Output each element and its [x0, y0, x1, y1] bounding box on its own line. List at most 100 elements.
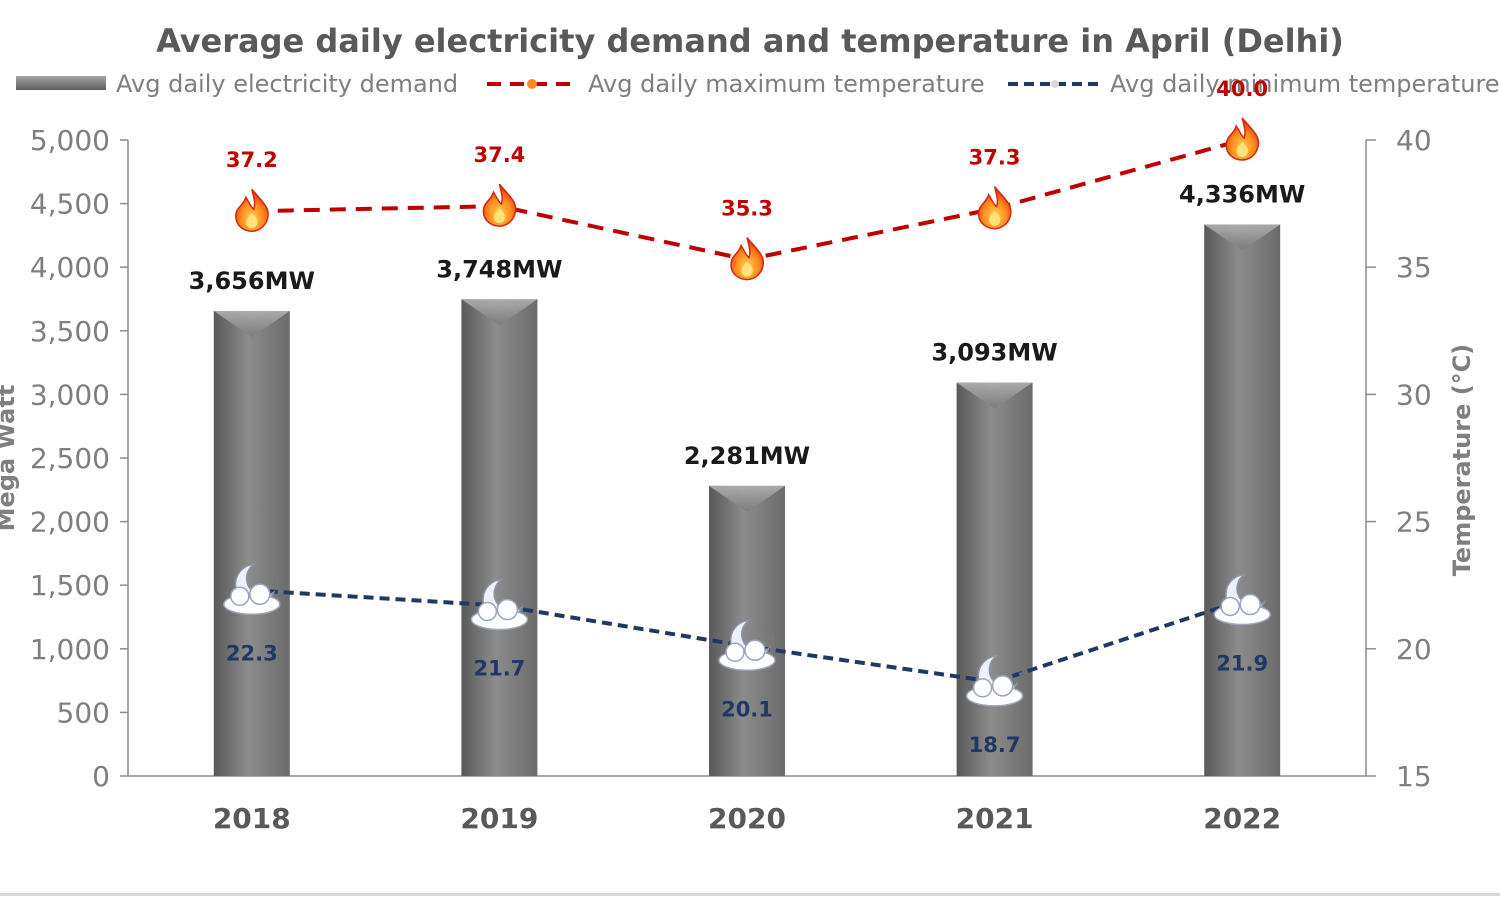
max-temp-label: 40.0: [1216, 77, 1268, 101]
min-temp-label: 22.3: [226, 641, 278, 665]
bar: [709, 485, 785, 776]
bar-value-label: 4,336MW: [1179, 180, 1305, 208]
moon-cloud-icon: [1213, 573, 1271, 626]
moon-cloud-icon: [223, 563, 281, 616]
bar-value-label: 3,656MW: [189, 267, 315, 295]
bar-body: [956, 382, 1033, 776]
fire-flame: [1225, 117, 1260, 161]
bottom-divider: [0, 893, 1500, 896]
bar-value-label: 2,281MW: [684, 442, 810, 470]
x-tick-label: 2022: [1203, 802, 1281, 835]
left-tick-label: 1,000: [30, 633, 110, 666]
legend-item-demand: Avg daily electricity demand: [16, 70, 458, 98]
cloud-puff-left: [725, 642, 745, 663]
cloud-puff-right: [249, 583, 271, 606]
left-tick-label: 5,000: [30, 124, 110, 157]
right-tick-label: 40: [1396, 124, 1432, 157]
min-temp-series: [223, 563, 1271, 707]
fire-icon: [977, 186, 1012, 230]
star-dot: [523, 596, 527, 600]
moon-cloud-icon: [470, 578, 529, 631]
cloud-puff-right: [496, 598, 519, 621]
bar: [213, 310, 290, 776]
left-tick-label: 4,500: [30, 188, 110, 221]
cloud-puff-left: [972, 678, 993, 698]
max-temp-label: 37.3: [969, 146, 1021, 170]
left-tick-label: 3,000: [30, 378, 110, 411]
bar-body: [213, 310, 290, 776]
min-temp-label: 21.9: [1216, 651, 1268, 675]
min-temp-label: 18.7: [969, 733, 1021, 757]
max-temp-label: 37.2: [226, 148, 278, 172]
star-dot: [269, 570, 274, 575]
moon-cloud-icon: [965, 654, 1024, 707]
right-tick-label: 30: [1396, 378, 1432, 411]
legend-item-max-temp: Avg daily maximum temperature: [487, 70, 985, 98]
bar-cap: [709, 485, 785, 512]
star-dot: [1012, 661, 1017, 666]
fire-icon: [730, 237, 765, 281]
fire-core: [741, 261, 753, 277]
left-tick-label: 3,500: [30, 315, 110, 348]
left-tick-label: 2,500: [30, 442, 110, 475]
bar-value-label: 3,748MW: [436, 255, 562, 283]
max-temp-label: 35.3: [721, 197, 773, 221]
legend-label-max-temp: Avg daily maximum temperature: [588, 70, 985, 98]
fire-core: [493, 208, 506, 224]
right-tick-label: 15: [1396, 760, 1432, 793]
fire-core: [988, 210, 1001, 226]
right-tick-label: 35: [1396, 251, 1432, 284]
fire-icon: [235, 188, 269, 232]
data-labels: 3,656MW 3,748MW 2,281MW 3,093MW 4,336MW 37.2 3…: [189, 77, 1306, 757]
left-tick-label: 1,500: [30, 569, 110, 602]
bar-cap: [956, 382, 1033, 409]
right-tick-label: 25: [1396, 506, 1432, 539]
max-temp-label: 37.4: [473, 143, 525, 167]
max-temp-series: [235, 117, 1260, 281]
fire-icon: [527, 79, 537, 89]
bar: [461, 299, 538, 776]
fire-core: [1236, 142, 1248, 157]
left-tick-label: 2,000: [30, 506, 110, 539]
legend: Avg daily electricity demand Avg daily m…: [16, 70, 1500, 98]
star-dot: [1019, 672, 1023, 676]
chart-title: Average daily electricity demand and tem…: [156, 22, 1344, 60]
right-tick-label: 20: [1396, 633, 1432, 666]
legend-item-min-temp: Avg daily minimum temperature: [1008, 70, 1500, 98]
bar-series: [213, 224, 1281, 776]
star-dot: [1266, 590, 1270, 594]
legend-label-min-temp: Avg daily minimum temperature: [1110, 70, 1500, 98]
fire-icon: [482, 183, 517, 227]
legend-swatch-bar: [16, 76, 106, 90]
x-axis-ticks: 2018 2019 2020 2021 2022: [213, 802, 1281, 835]
right-axis-title: Temperature (°C): [1448, 344, 1476, 577]
bar-cap: [213, 310, 290, 337]
cloud-puff-left: [1220, 596, 1240, 617]
cloud-puff-right: [1239, 593, 1261, 616]
fire-core: [246, 213, 258, 229]
x-tick-label: 2019: [460, 802, 538, 835]
moon-cloud-icon: [1051, 80, 1059, 88]
bar-body: [1204, 224, 1281, 776]
min-temp-label: 20.1: [721, 697, 773, 721]
bar: [1204, 224, 1281, 776]
fire-flame: [730, 237, 765, 281]
left-tick-label: 500: [57, 696, 110, 729]
star-dot: [1260, 580, 1265, 585]
bar-cap: [461, 299, 538, 326]
x-tick-label: 2018: [213, 802, 291, 835]
star-dot: [517, 585, 522, 590]
star-dot: [276, 580, 280, 584]
bar-body: [709, 485, 785, 776]
x-tick-label: 2021: [956, 802, 1034, 835]
right-axis-ticks: 15 20 25 30 35 40: [1366, 124, 1432, 793]
star-dot: [771, 636, 775, 640]
fire-flame: [235, 188, 269, 232]
x-tick-label: 2020: [708, 802, 786, 835]
bar-cap: [1204, 224, 1281, 251]
min-temp-label: 21.7: [473, 657, 525, 681]
cloud-puff-right: [744, 639, 766, 662]
cloud-puff-right: [991, 675, 1014, 697]
bar: [956, 382, 1033, 776]
